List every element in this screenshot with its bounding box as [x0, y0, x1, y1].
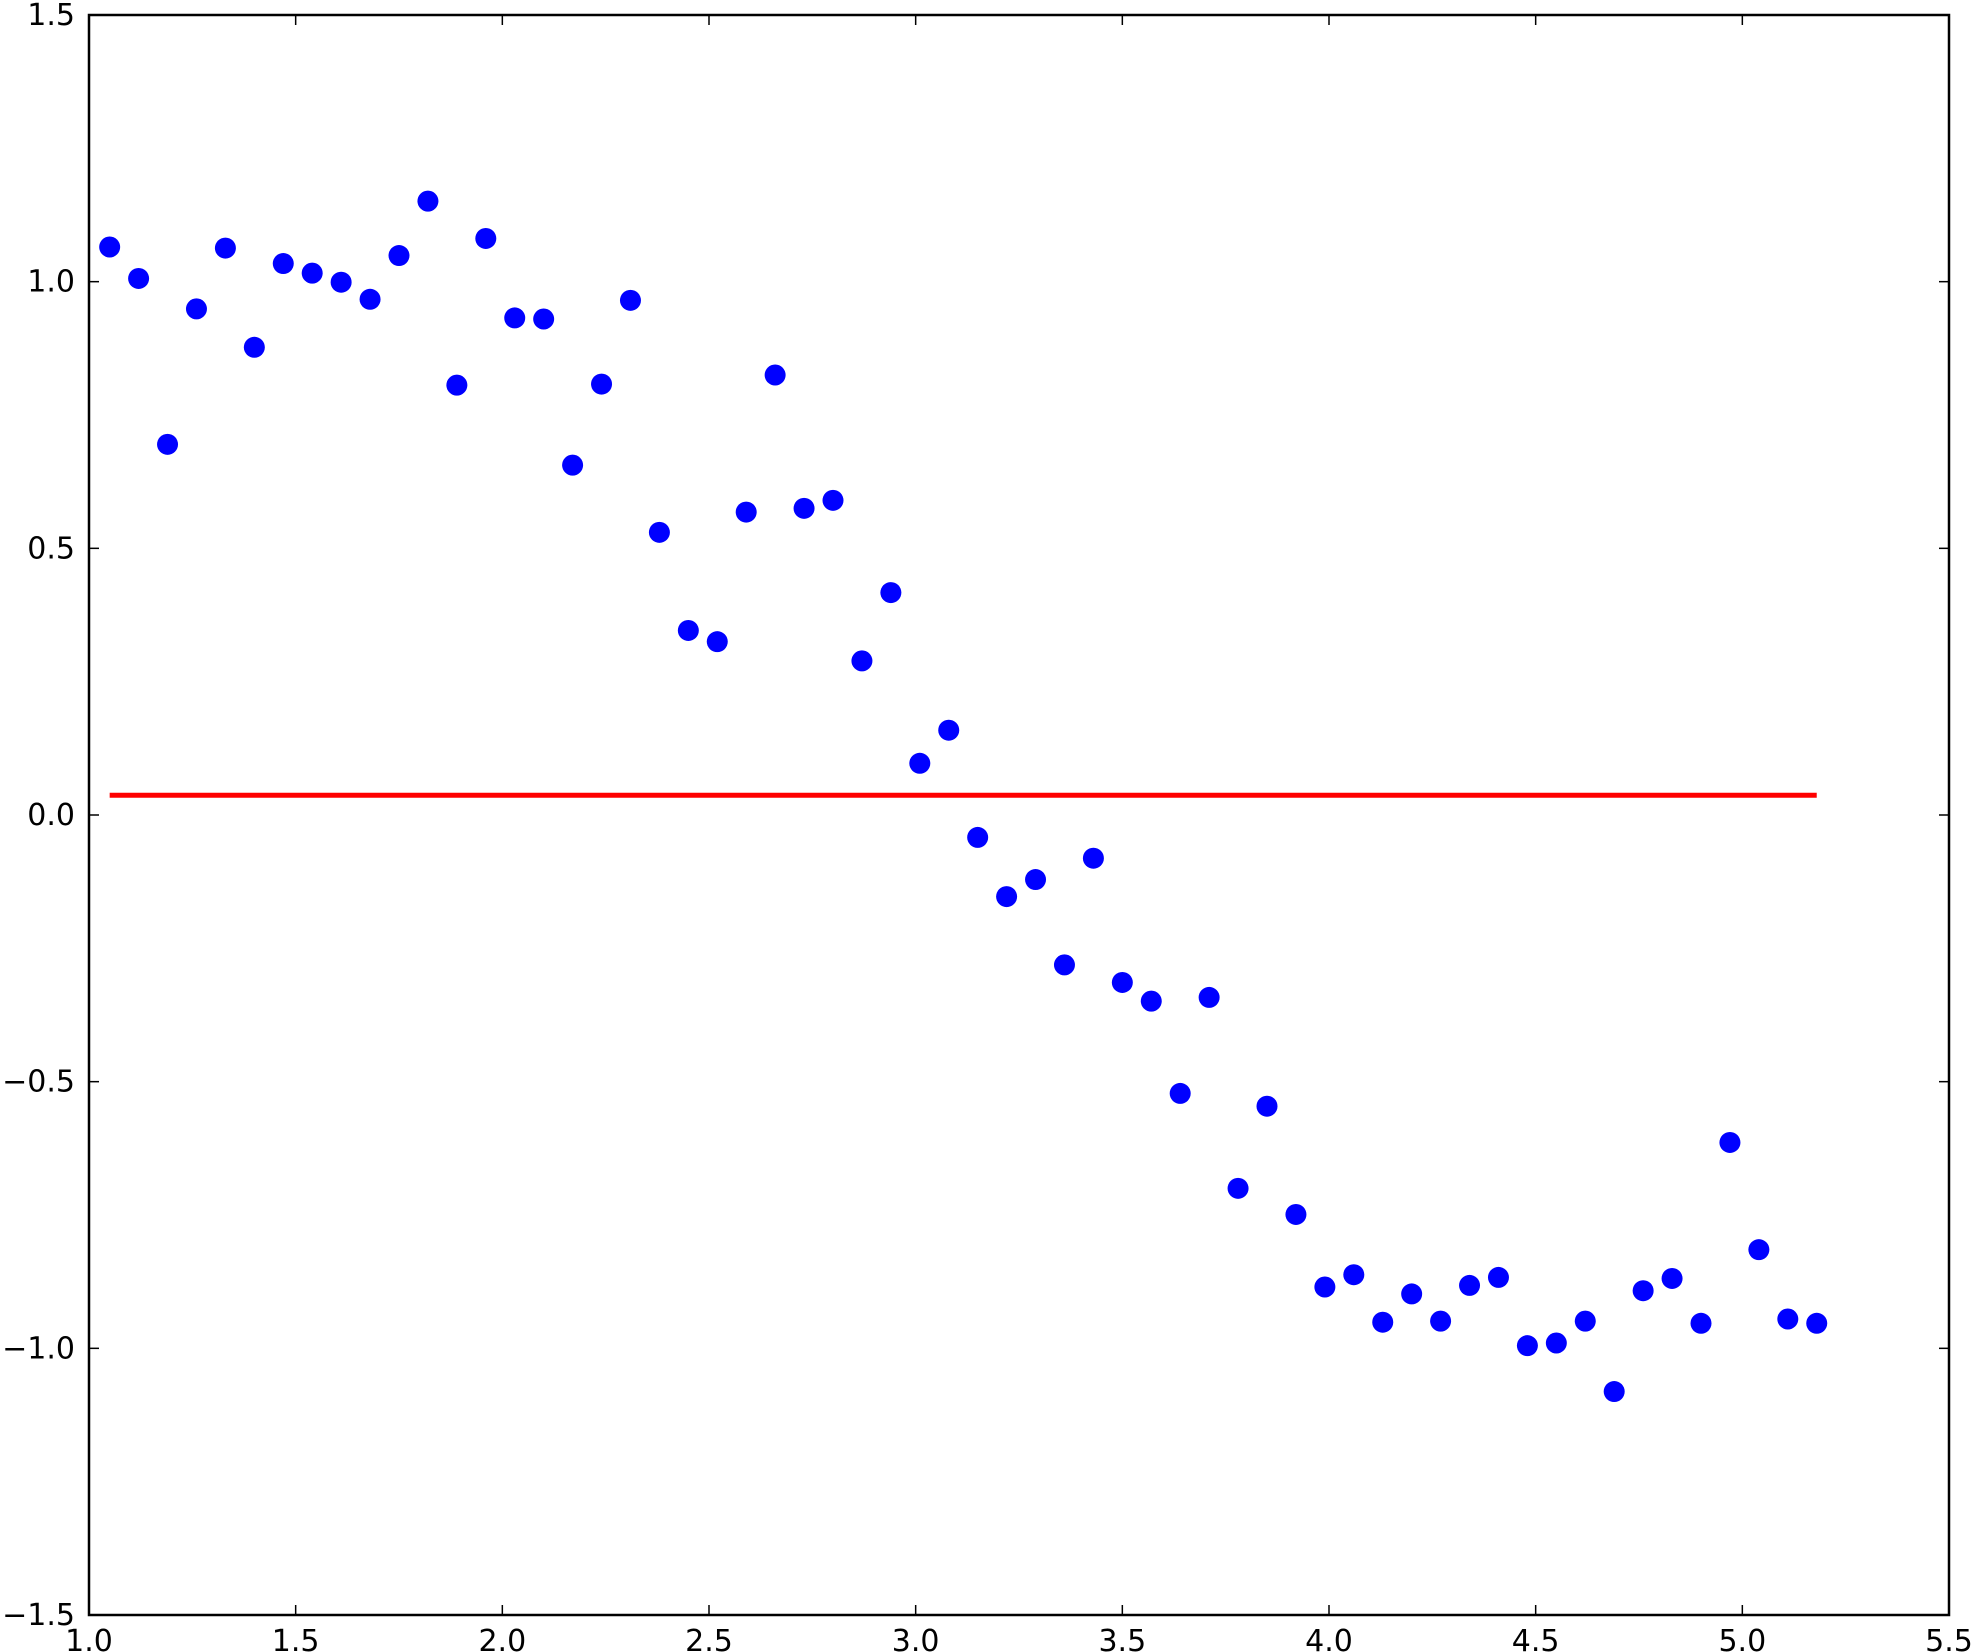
- x-tick-label: 5.0: [1718, 1624, 1766, 1652]
- data-point: [1285, 1203, 1307, 1225]
- x-tick-label: 4.0: [1305, 1624, 1353, 1652]
- data-point: [1574, 1310, 1596, 1332]
- data-point: [851, 650, 873, 672]
- x-tick-label: 3.5: [1098, 1624, 1146, 1652]
- data-point: [938, 719, 960, 741]
- x-tick-label: 4.5: [1512, 1624, 1560, 1652]
- x-tick-label: 3.0: [892, 1624, 940, 1652]
- y-tick-label: 0.5: [27, 531, 75, 566]
- data-point: [1314, 1276, 1336, 1298]
- data-point: [330, 271, 352, 293]
- data-point: [648, 521, 670, 543]
- data-point: [272, 253, 294, 275]
- y-tick-label: 1.0: [27, 265, 75, 300]
- data-point: [214, 237, 236, 259]
- y-tick-label: −1.5: [2, 1598, 75, 1633]
- data-point: [1343, 1264, 1365, 1286]
- data-point: [1227, 1177, 1249, 1199]
- data-point: [388, 245, 410, 267]
- x-tick-label: 5.5: [1925, 1624, 1973, 1652]
- data-point: [243, 336, 265, 358]
- data-point: [1545, 1332, 1567, 1354]
- data-point: [1082, 847, 1104, 869]
- data-point: [1256, 1095, 1278, 1117]
- data-point: [301, 262, 323, 284]
- data-point: [1430, 1310, 1452, 1332]
- data-point: [475, 227, 497, 249]
- data-point: [996, 886, 1018, 908]
- x-tick-label: 1.0: [65, 1624, 113, 1652]
- data-point: [1111, 971, 1133, 993]
- x-tick-label: 2.5: [685, 1624, 733, 1652]
- data-point: [677, 619, 699, 641]
- data-point: [1459, 1274, 1481, 1296]
- data-point: [793, 497, 815, 519]
- data-point: [735, 501, 757, 523]
- data-point: [446, 374, 468, 396]
- data-point: [1661, 1267, 1683, 1289]
- points-layer: [99, 190, 1828, 1403]
- data-point: [591, 373, 613, 395]
- data-point: [359, 288, 381, 310]
- x-tick-label: 1.5: [272, 1624, 320, 1652]
- data-point: [1487, 1266, 1509, 1288]
- data-point: [99, 236, 121, 258]
- data-point: [619, 289, 641, 311]
- data-point: [967, 826, 989, 848]
- data-point: [909, 752, 931, 774]
- data-point: [822, 489, 844, 511]
- data-point: [417, 190, 439, 212]
- data-point: [562, 454, 584, 476]
- y-tick-label: −0.5: [2, 1065, 75, 1100]
- data-point: [1053, 954, 1075, 976]
- data-point: [706, 631, 728, 653]
- data-point: [1025, 869, 1047, 891]
- data-point: [1603, 1381, 1625, 1403]
- data-point: [504, 307, 526, 329]
- data-point: [880, 582, 902, 604]
- data-point: [128, 267, 150, 289]
- data-point: [1372, 1311, 1394, 1333]
- x-tick-label: 2.0: [478, 1624, 526, 1652]
- data-point: [1169, 1082, 1191, 1104]
- data-point: [157, 433, 179, 455]
- data-point: [185, 298, 207, 320]
- data-point: [1806, 1312, 1828, 1334]
- data-point: [1516, 1335, 1538, 1357]
- data-point: [1748, 1239, 1770, 1261]
- data-point: [1401, 1283, 1423, 1305]
- y-tick-label: 0.0: [27, 798, 75, 833]
- data-point: [1632, 1280, 1654, 1302]
- data-point: [1140, 990, 1162, 1012]
- data-point: [1777, 1308, 1799, 1330]
- ticks-layer: [88, 14, 1950, 1616]
- data-point: [1719, 1131, 1741, 1153]
- data-point: [1690, 1312, 1712, 1334]
- y-tick-label: −1.0: [2, 1331, 75, 1366]
- data-point: [1198, 986, 1220, 1008]
- plot-area-frame: [87, 13, 1951, 1617]
- y-tick-label: 1.5: [27, 0, 75, 33]
- data-point: [533, 308, 555, 330]
- data-point: [764, 364, 786, 386]
